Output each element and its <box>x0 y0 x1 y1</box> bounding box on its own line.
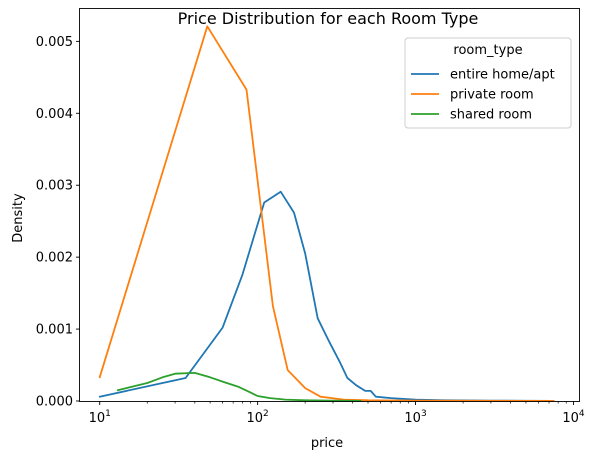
legend-box <box>404 37 572 129</box>
x-axis-label: price <box>311 436 343 451</box>
legend-entry: shared room <box>450 108 532 123</box>
series-line <box>98 25 555 402</box>
legend: room_type entire home/apt private room sha… <box>404 37 572 129</box>
y-tick-label: 0.001 <box>36 323 73 338</box>
series-line <box>116 371 362 402</box>
x-axis: 101 102 103 104 <box>89 401 585 426</box>
y-tick-label: 0.005 <box>36 35 73 50</box>
legend-title: room_type <box>453 43 522 58</box>
y-tick-label: 0.000 <box>36 395 73 410</box>
y-axis: 0.000 0.001 0.002 0.003 0.004 0.005 <box>36 35 80 410</box>
y-axis-label: Density <box>11 193 26 243</box>
x-tick-label: 101 <box>89 409 111 426</box>
x-tick-label: 102 <box>247 409 269 426</box>
legend-entry: private room <box>450 88 534 103</box>
y-tick-label: 0.003 <box>36 179 73 194</box>
plot-frame <box>79 8 580 402</box>
x-tick-label: 103 <box>404 409 426 426</box>
legend-entry: entire home/apt <box>450 68 555 83</box>
chart-title: Price Distribution for each Room Type <box>178 9 479 28</box>
x-tick-label: 104 <box>562 409 585 426</box>
y-tick-label: 0.004 <box>36 107 73 122</box>
y-tick-label: 0.002 <box>36 251 73 266</box>
series-line <box>98 190 555 402</box>
series-lines <box>98 25 555 402</box>
